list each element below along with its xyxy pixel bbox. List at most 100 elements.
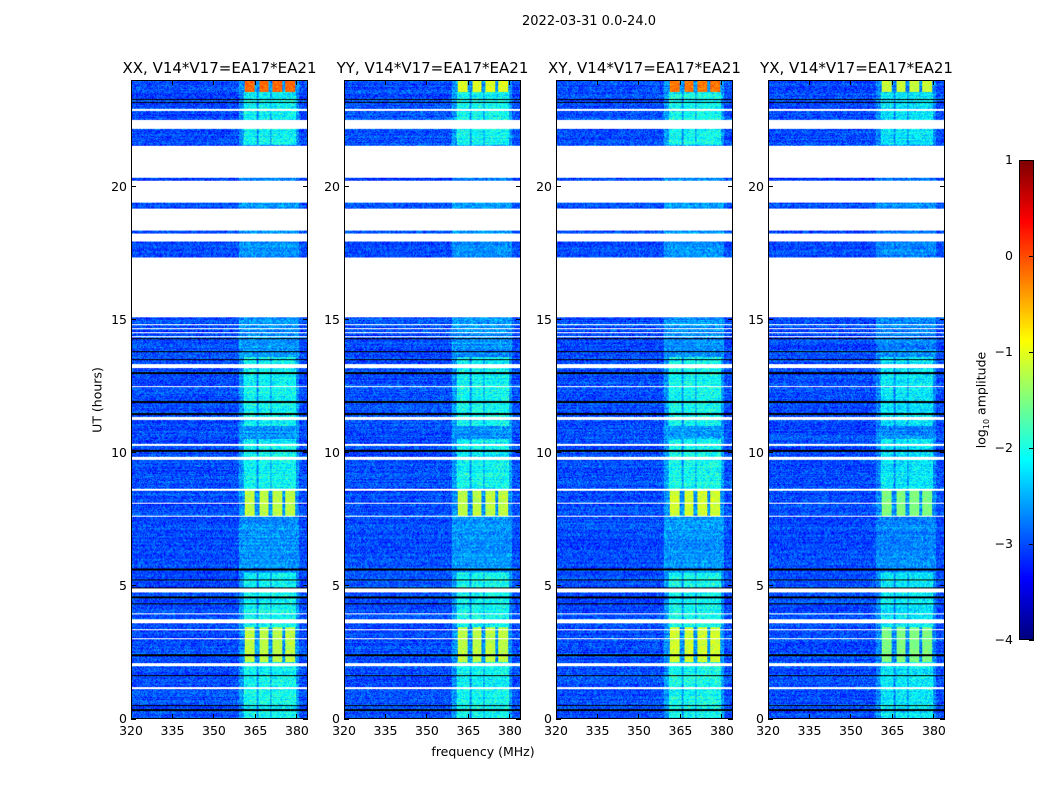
y-tick-label: 5 xyxy=(544,577,552,593)
y-tick-label: 0 xyxy=(544,711,552,726)
x-tick xyxy=(721,80,723,85)
colorbar-tick xyxy=(1029,447,1034,449)
x-tick xyxy=(296,80,298,85)
y-tick xyxy=(516,186,521,187)
y-tick xyxy=(131,585,136,587)
y-tick xyxy=(556,319,561,321)
heatmap-cells xyxy=(769,81,944,718)
y-tick xyxy=(556,718,561,720)
y-tick xyxy=(940,718,945,720)
y-tick-label: 20 xyxy=(111,178,127,194)
x-tick-label: 335 xyxy=(797,723,822,738)
y-tick xyxy=(940,452,945,454)
y-tick xyxy=(768,452,773,454)
colorbar-tick-label: 0 xyxy=(1005,248,1013,263)
x-tick xyxy=(808,80,810,85)
x-tick xyxy=(850,714,852,719)
x-tick xyxy=(509,714,511,719)
y-tick-label: 20 xyxy=(536,178,552,194)
colorbar-tick-label: −2 xyxy=(994,440,1013,455)
x-tick xyxy=(213,714,215,719)
x-tick xyxy=(130,80,132,85)
x-tick-label: 320 xyxy=(756,723,780,738)
x-tick xyxy=(933,80,935,85)
y-tick-label: 5 xyxy=(332,577,340,593)
y-tick xyxy=(131,319,136,321)
x-tick-label: 320 xyxy=(119,723,143,738)
x-tick xyxy=(254,80,256,85)
y-tick xyxy=(768,186,773,187)
colorbar-tick-label: 1 xyxy=(1005,152,1013,167)
y-tick-label: 20 xyxy=(748,178,764,194)
x-tick xyxy=(343,714,345,719)
x-tick xyxy=(171,80,173,85)
y-tick xyxy=(556,186,561,187)
y-tick-label: 10 xyxy=(748,444,764,460)
x-tick-label: 380 xyxy=(710,723,734,738)
colorbar-label: log10 amplitude xyxy=(973,352,991,448)
y-tick xyxy=(303,585,308,587)
x-tick xyxy=(213,80,215,85)
x-tick xyxy=(891,80,893,85)
x-tick-label: 380 xyxy=(498,723,522,738)
colorbar-tick xyxy=(1029,159,1034,161)
x-tick-label: 365 xyxy=(880,723,905,738)
y-tick-label: 15 xyxy=(748,311,764,327)
x-tick xyxy=(767,80,769,85)
x-tick xyxy=(130,714,132,719)
y-tick-label: 5 xyxy=(756,577,764,593)
y-tick-label: 5 xyxy=(119,577,127,593)
colorbar-tick-label: −4 xyxy=(994,632,1013,647)
panel-title: YX, V14*V17=EA17*EA21 xyxy=(760,59,953,77)
heatmap-cells xyxy=(132,81,307,718)
y-tick xyxy=(131,452,136,454)
x-tick xyxy=(426,714,428,719)
y-tick xyxy=(768,585,773,587)
heatmap-cells xyxy=(557,81,732,718)
x-tick xyxy=(426,80,428,85)
y-tick xyxy=(344,186,349,187)
x-tick xyxy=(555,80,557,85)
x-tick xyxy=(638,80,640,85)
x-tick xyxy=(891,714,893,719)
colorbar-label-suffix: amplitude xyxy=(973,351,989,419)
y-tick-label: 0 xyxy=(756,711,764,726)
x-tick xyxy=(679,80,681,85)
y-tick xyxy=(131,718,136,720)
heatmap-cells xyxy=(345,81,520,718)
x-tick-label: 320 xyxy=(544,723,568,738)
x-tick-label: 350 xyxy=(839,723,863,738)
y-tick xyxy=(516,452,521,454)
y-tick-label: 10 xyxy=(324,444,340,460)
y-tick xyxy=(940,319,945,321)
x-tick-label: 335 xyxy=(585,723,610,738)
x-tick xyxy=(296,714,298,719)
y-tick xyxy=(728,585,733,587)
x-axis-label: frequency (MHz) xyxy=(431,744,535,759)
y-tick xyxy=(344,585,349,587)
heatmap-panel-xx xyxy=(131,80,308,719)
y-tick xyxy=(516,718,521,720)
y-tick xyxy=(940,585,945,587)
y-tick-label: 0 xyxy=(332,711,340,726)
x-tick xyxy=(596,714,598,719)
y-tick xyxy=(344,452,349,454)
y-tick xyxy=(303,718,308,720)
y-tick-label: 15 xyxy=(536,311,552,327)
y-tick xyxy=(556,585,561,587)
x-tick xyxy=(254,714,256,719)
x-tick xyxy=(384,80,386,85)
y-tick xyxy=(556,452,561,454)
y-tick xyxy=(768,319,773,321)
heatmap-panel-xy xyxy=(556,80,733,719)
y-tick xyxy=(768,718,773,720)
y-tick xyxy=(131,186,136,187)
heatmap-panel-yy xyxy=(344,80,521,719)
x-tick xyxy=(638,714,640,719)
x-tick xyxy=(467,714,469,719)
y-tick xyxy=(303,319,308,321)
x-tick-label: 380 xyxy=(922,723,946,738)
x-tick-label: 350 xyxy=(202,723,226,738)
x-tick xyxy=(384,714,386,719)
